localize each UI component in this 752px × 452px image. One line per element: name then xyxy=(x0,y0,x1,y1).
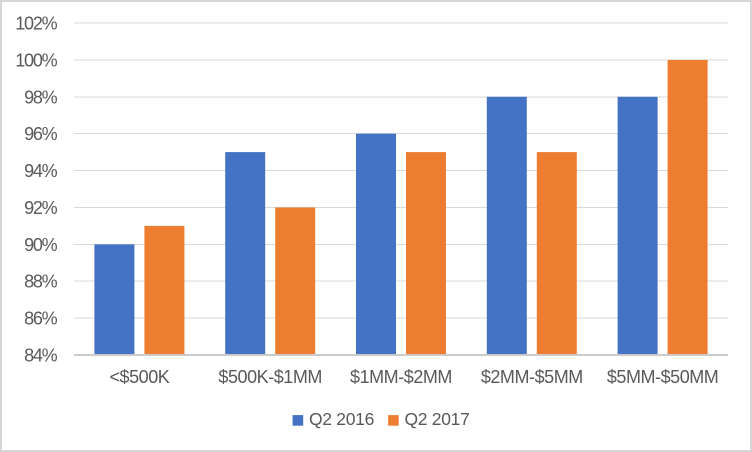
svg-text:86%: 86% xyxy=(24,309,58,329)
svg-text:<$500K: <$500K xyxy=(109,367,169,387)
svg-text:84%: 84% xyxy=(24,346,58,366)
svg-text:102%: 102% xyxy=(15,14,57,34)
svg-text:$500K-$1MM: $500K-$1MM xyxy=(218,367,322,387)
svg-text:$1MM-$2MM: $1MM-$2MM xyxy=(350,367,452,387)
svg-text:Q2 2016: Q2 2016 xyxy=(309,409,374,429)
svg-text:98%: 98% xyxy=(24,87,58,107)
svg-text:96%: 96% xyxy=(24,124,58,144)
svg-text:100%: 100% xyxy=(15,50,57,70)
svg-text:$2MM-$5MM: $2MM-$5MM xyxy=(481,367,583,387)
svg-text:88%: 88% xyxy=(24,272,58,292)
svg-text:94%: 94% xyxy=(24,161,58,181)
svg-text:Q2 2017: Q2 2017 xyxy=(405,409,470,429)
svg-text:90%: 90% xyxy=(24,235,58,255)
svg-text:$5MM-$50MM: $5MM-$50MM xyxy=(607,367,719,387)
svg-text:92%: 92% xyxy=(24,198,58,218)
